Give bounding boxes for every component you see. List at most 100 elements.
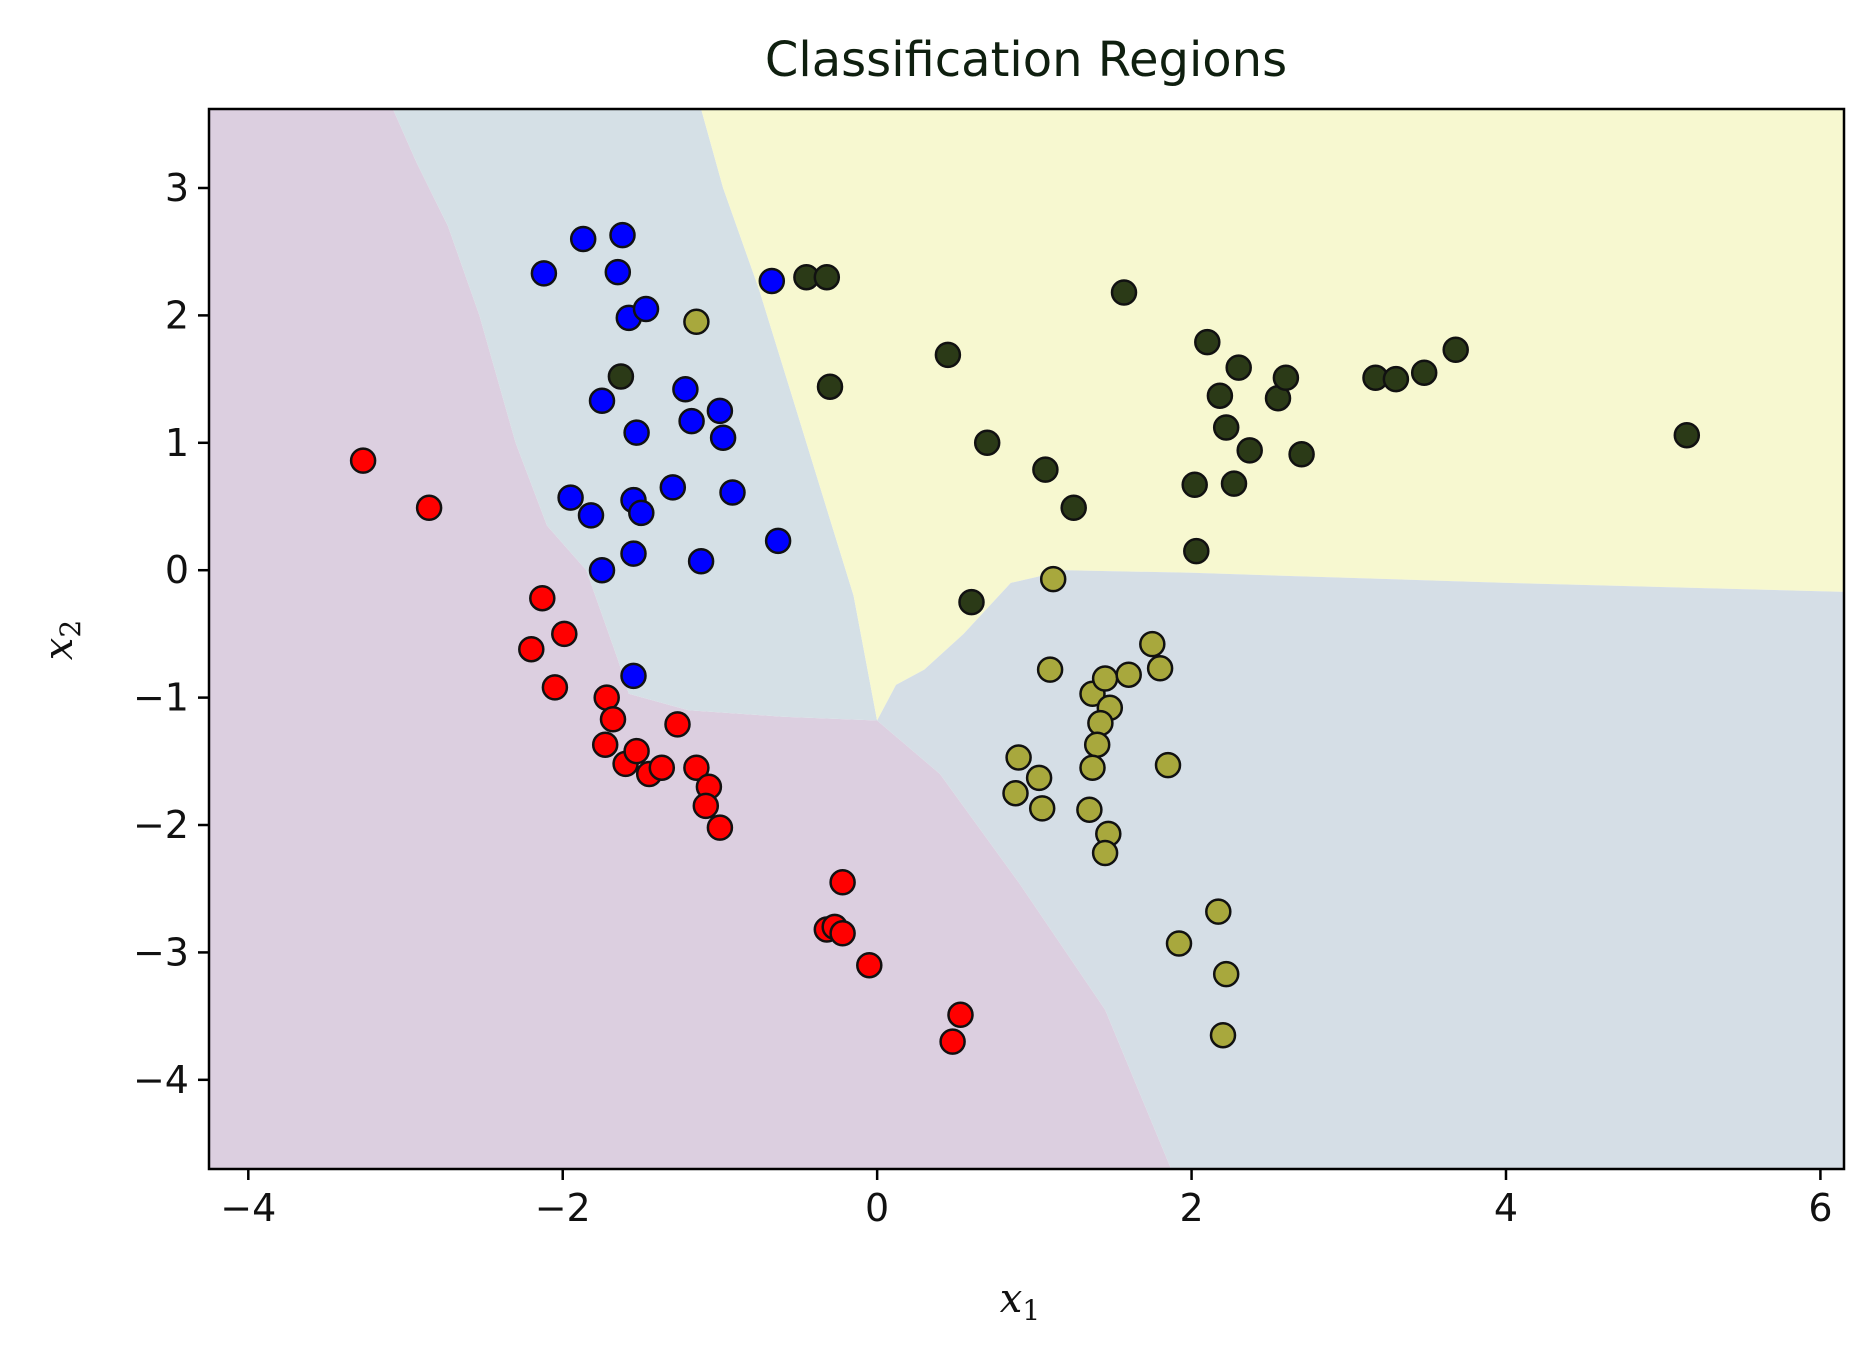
- point-dark: [1110, 279, 1138, 306]
- x-tick-label: 4: [1494, 1186, 1518, 1230]
- point-olive: [1115, 661, 1142, 688]
- point-dark: [1220, 470, 1248, 497]
- x-axis-label: x1: [1000, 1276, 1040, 1327]
- point-dark: [1181, 471, 1208, 499]
- point-red: [599, 706, 627, 733]
- point-blue: [628, 499, 655, 527]
- decision-regions: [209, 109, 1844, 1169]
- point-blue: [672, 376, 699, 403]
- point-dark: [816, 373, 844, 400]
- x-tick-label: 6: [1808, 1186, 1832, 1230]
- point-blue: [609, 221, 636, 249]
- x-tick-label: 2: [1179, 1186, 1203, 1230]
- point-olive: [1091, 839, 1119, 867]
- point-olive: [1212, 960, 1240, 988]
- point-red: [856, 951, 883, 979]
- point-olive: [1165, 930, 1193, 957]
- y-tick-label: 0: [165, 548, 189, 592]
- point-blue: [569, 225, 597, 253]
- point-dark: [1442, 336, 1469, 364]
- point-blue: [588, 387, 616, 415]
- point-red: [551, 620, 578, 648]
- point-blue: [632, 295, 660, 323]
- point-olive: [1154, 751, 1182, 779]
- point-red: [706, 814, 734, 841]
- point-olive: [1036, 656, 1064, 683]
- point-blue: [687, 548, 715, 575]
- point-blue: [620, 662, 647, 690]
- point-dark: [813, 263, 841, 291]
- point-red: [349, 447, 377, 474]
- point-blue: [659, 474, 687, 501]
- point-red: [947, 1001, 974, 1029]
- point-red: [593, 684, 620, 711]
- point-red: [648, 754, 676, 781]
- point-olive: [1087, 709, 1114, 737]
- point-dark: [1288, 441, 1315, 468]
- point-olive: [1005, 744, 1032, 771]
- point-olive: [1039, 565, 1067, 593]
- point-dark: [1060, 494, 1087, 522]
- point-dark: [1673, 421, 1701, 449]
- point-dark: [1225, 354, 1252, 381]
- x-axis-ticks: −4 −2 0 2 4 6: [220, 1169, 1833, 1230]
- point-dark: [973, 429, 1001, 457]
- y-tick-label: −4: [133, 1058, 189, 1102]
- point-dark: [1206, 382, 1234, 409]
- point-red: [518, 635, 545, 663]
- point-olive: [1146, 655, 1174, 682]
- data-points: [349, 221, 1701, 1055]
- point-blue: [709, 424, 737, 451]
- point-red: [829, 869, 856, 896]
- point-dark: [1272, 364, 1300, 392]
- point-dark: [958, 588, 985, 616]
- point-olive: [683, 308, 710, 336]
- y-axis-label: x2: [36, 620, 87, 660]
- point-red: [664, 711, 691, 738]
- point-blue: [719, 479, 746, 506]
- point-blue: [620, 540, 647, 567]
- plot-frame: [207, 107, 1846, 1171]
- y-tick-label: 2: [165, 293, 189, 337]
- point-dark: [1236, 437, 1263, 464]
- point-dark: [1194, 328, 1221, 356]
- point-red: [939, 1028, 966, 1055]
- x-tick-label: −2: [535, 1186, 591, 1230]
- y-tick-label: 1: [165, 421, 189, 465]
- point-red: [683, 754, 710, 781]
- point-blue: [530, 260, 558, 287]
- point-blue: [604, 258, 632, 286]
- y-axis-ticks: −4 −3 −2 −1 0 1 2 3: [133, 166, 209, 1102]
- point-dark: [1183, 537, 1210, 565]
- point-blue: [557, 484, 584, 511]
- point-dark: [607, 363, 635, 390]
- point-red: [623, 737, 650, 765]
- y-tick-label: −2: [133, 803, 189, 847]
- y-tick-label: 3: [165, 166, 189, 210]
- point-blue: [758, 267, 786, 295]
- point-blue: [764, 527, 792, 555]
- x-tick-label: 0: [865, 1186, 889, 1230]
- y-tick-label: −1: [133, 676, 189, 720]
- point-dark: [934, 341, 962, 369]
- point-blue: [706, 397, 734, 425]
- point-red: [692, 792, 720, 820]
- point-red: [541, 674, 569, 701]
- point-dark: [1382, 365, 1410, 393]
- chart-title: Classification Regions: [765, 32, 1287, 88]
- region-blue: [392, 109, 878, 721]
- point-olive: [1028, 795, 1056, 822]
- point-olive: [1083, 731, 1111, 758]
- point-blue: [577, 502, 605, 529]
- point-dark: [1410, 359, 1438, 386]
- point-olive: [1025, 764, 1053, 792]
- point-blue: [588, 556, 616, 584]
- point-red: [829, 920, 856, 947]
- point-blue: [623, 419, 650, 446]
- point-blue: [678, 407, 705, 435]
- point-olive: [1079, 754, 1106, 781]
- region-dark: [701, 109, 1844, 721]
- point-dark: [1212, 414, 1240, 441]
- y-tick-label: −3: [133, 930, 189, 974]
